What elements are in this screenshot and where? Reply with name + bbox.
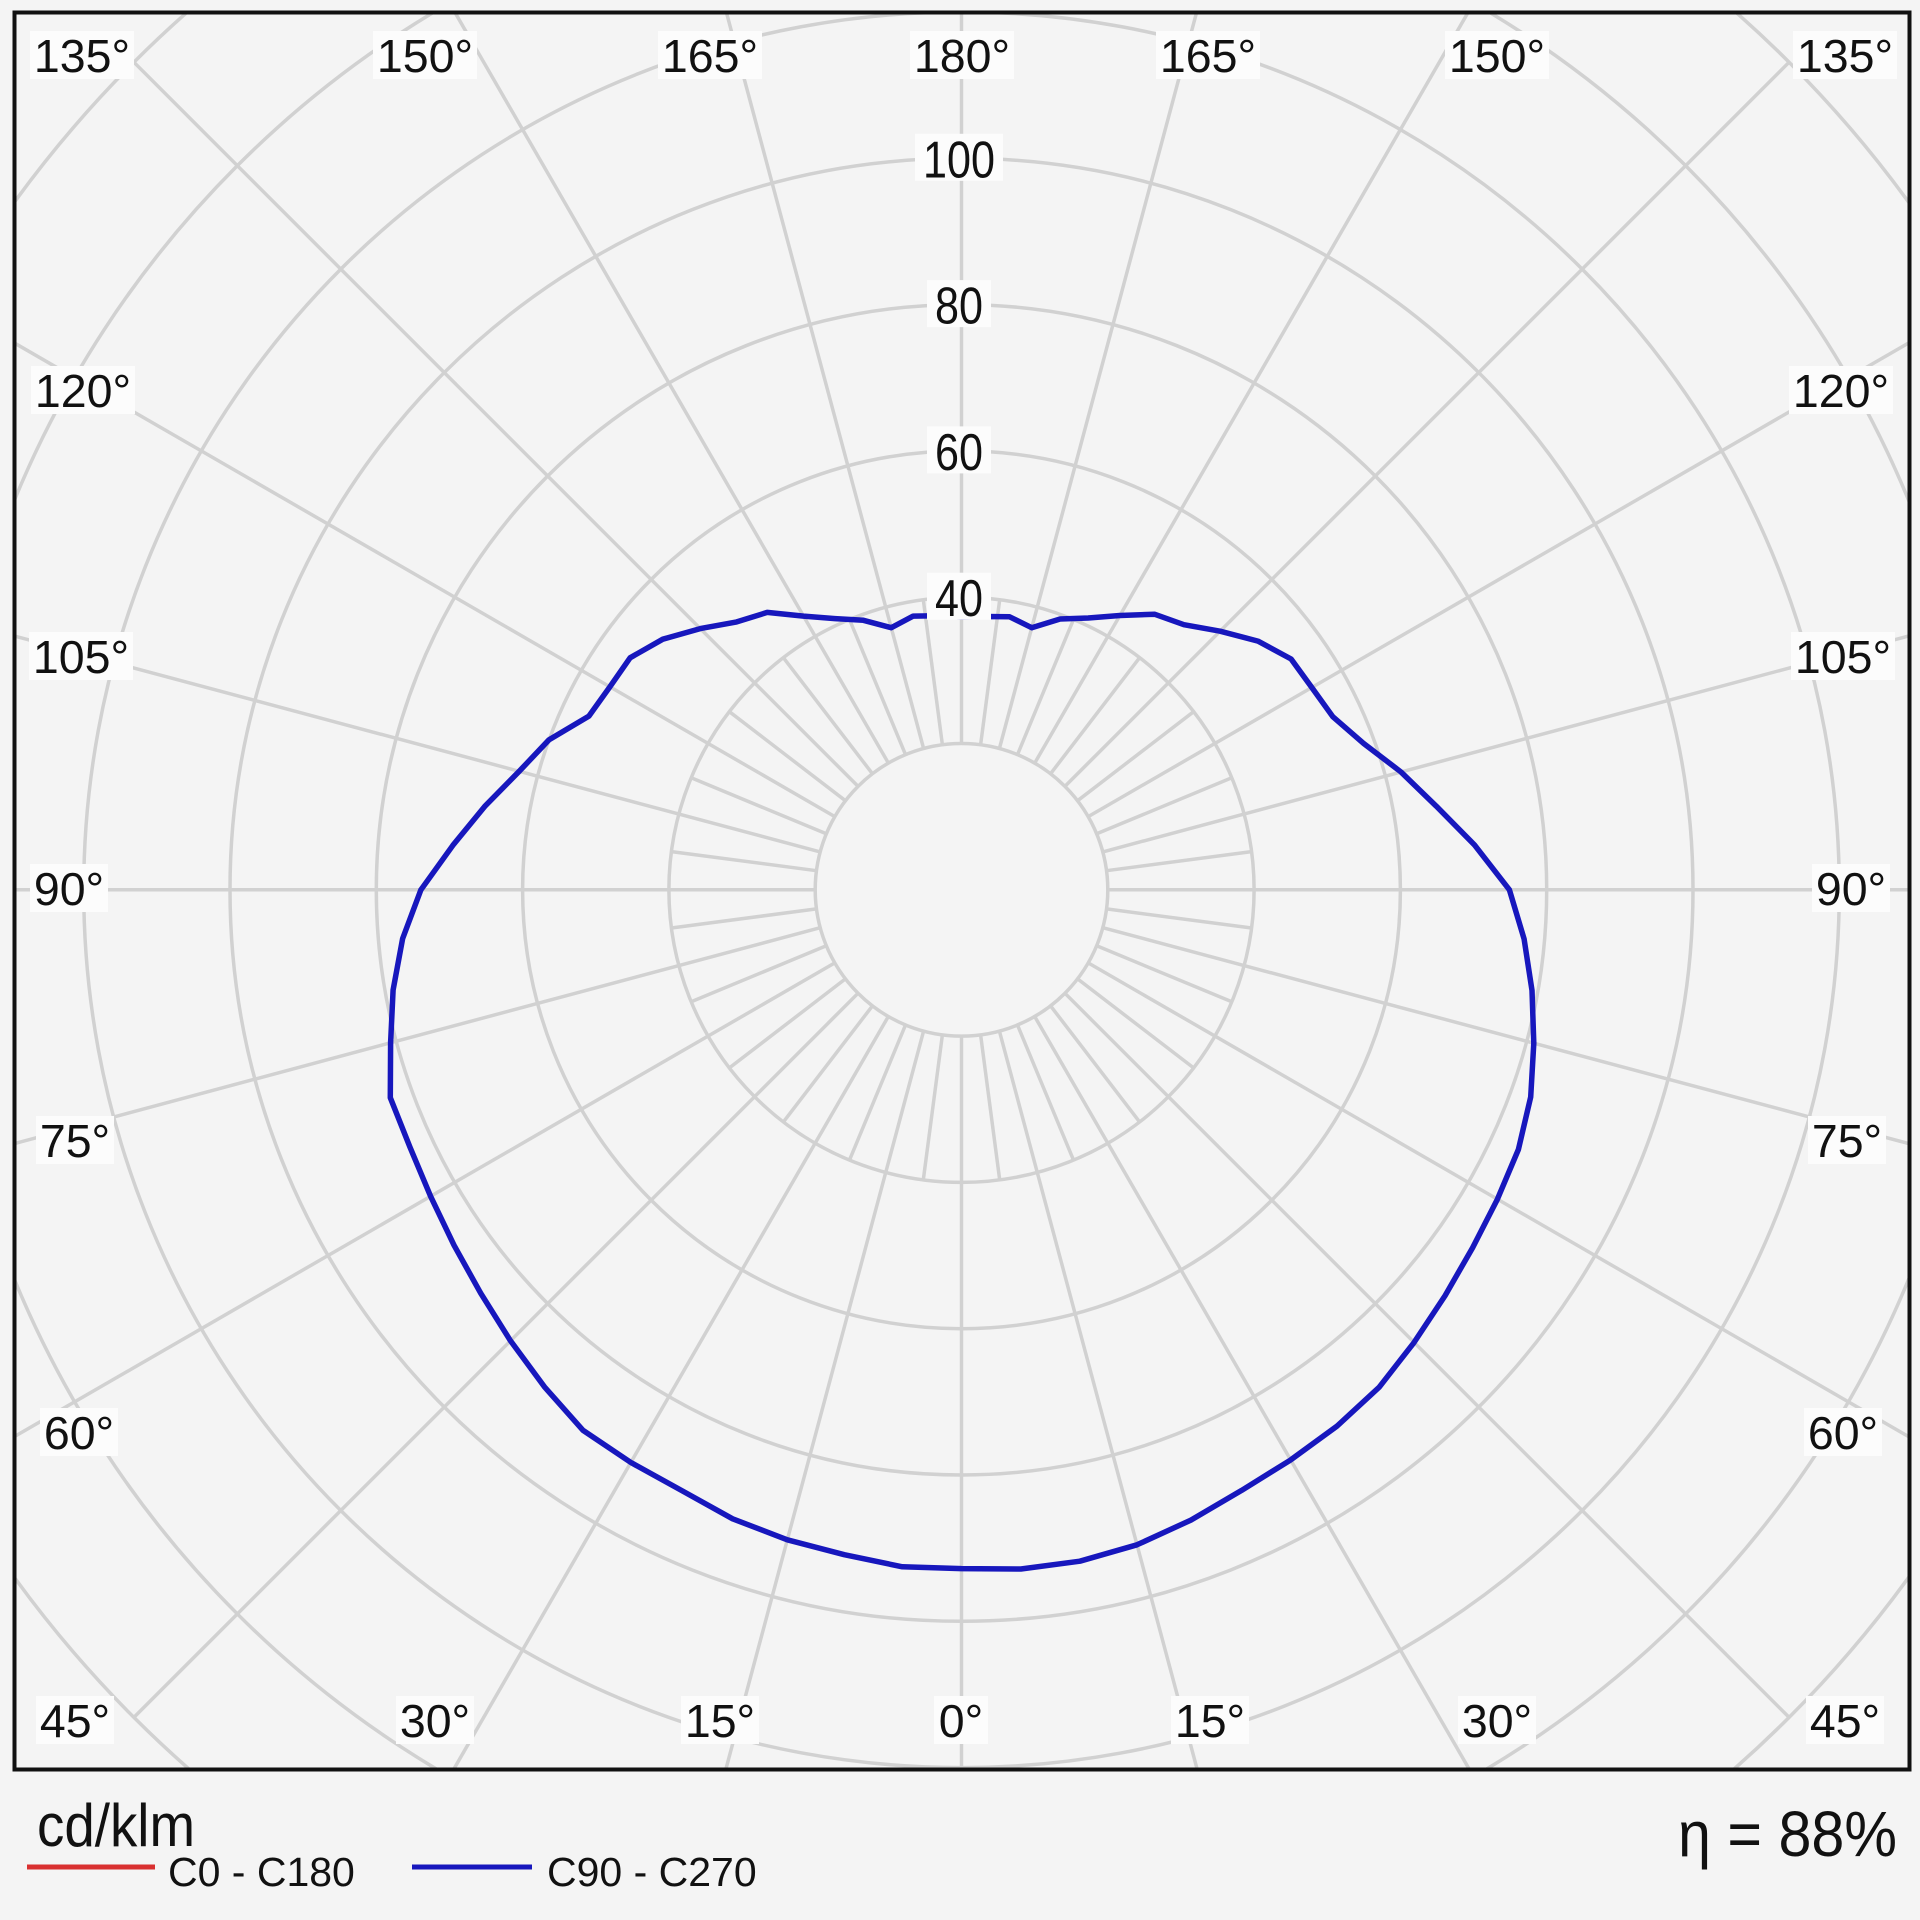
- svg-text:15°: 15°: [1175, 1695, 1245, 1747]
- svg-text:cd/klm: cd/klm: [37, 1792, 195, 1859]
- svg-text:60: 60: [935, 424, 983, 482]
- svg-text:45°: 45°: [40, 1695, 110, 1747]
- svg-text:45°: 45°: [1810, 1695, 1880, 1747]
- svg-text:75°: 75°: [1812, 1115, 1882, 1167]
- svg-text:165°: 165°: [662, 30, 758, 82]
- svg-text:90°: 90°: [34, 863, 104, 915]
- svg-text:60°: 60°: [44, 1407, 114, 1459]
- svg-text:165°: 165°: [1160, 30, 1256, 82]
- svg-text:80: 80: [935, 278, 983, 336]
- svg-text:120°: 120°: [1793, 365, 1889, 417]
- svg-text:0°: 0°: [939, 1695, 983, 1747]
- svg-text:105°: 105°: [33, 631, 129, 683]
- svg-text:C0 - C180: C0 - C180: [168, 1849, 355, 1895]
- svg-text:75°: 75°: [40, 1115, 110, 1167]
- svg-text:η = 88%: η = 88%: [1678, 1798, 1897, 1870]
- svg-text:120°: 120°: [35, 365, 131, 417]
- svg-text:100: 100: [923, 131, 995, 189]
- svg-text:90°: 90°: [1816, 863, 1886, 915]
- svg-text:180°: 180°: [914, 30, 1010, 82]
- svg-text:135°: 135°: [1797, 30, 1893, 82]
- svg-text:60°: 60°: [1808, 1407, 1878, 1459]
- svg-text:150°: 150°: [377, 30, 473, 82]
- svg-text:C90 - C270: C90 - C270: [547, 1849, 757, 1895]
- svg-text:40: 40: [935, 570, 983, 628]
- svg-text:150°: 150°: [1449, 30, 1545, 82]
- svg-text:135°: 135°: [34, 30, 130, 82]
- svg-text:30°: 30°: [1462, 1695, 1532, 1747]
- svg-text:105°: 105°: [1795, 631, 1891, 683]
- svg-text:30°: 30°: [400, 1695, 470, 1747]
- svg-text:15°: 15°: [685, 1695, 755, 1747]
